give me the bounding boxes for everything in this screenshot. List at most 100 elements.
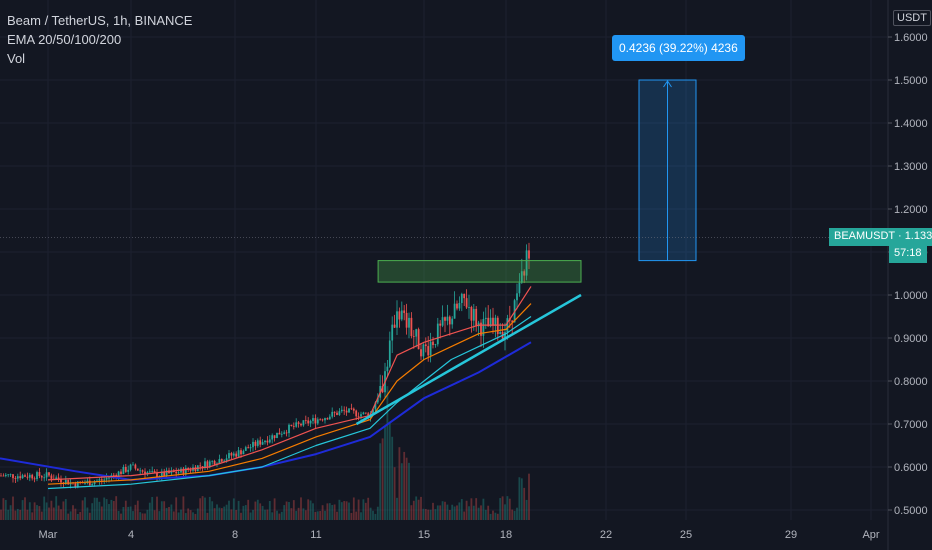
volume-bar (254, 501, 257, 520)
ema-indicator-label[interactable]: EMA 20/50/100/200 (7, 32, 122, 47)
volume-bar (355, 511, 358, 520)
time-axis-bg (0, 520, 888, 550)
volume-bar (484, 509, 487, 520)
volume-bar (331, 504, 334, 520)
volume-bar (336, 511, 338, 520)
candle-body (350, 408, 353, 410)
volume-bar (487, 505, 490, 520)
candle-body (523, 271, 526, 276)
currency-label[interactable]: USDT (893, 10, 931, 26)
volume-bar (424, 508, 427, 520)
volume-bar (326, 503, 329, 520)
ema100-line (47, 316, 532, 490)
candle-body (117, 471, 120, 478)
volume-bar (285, 501, 288, 520)
candle-body (235, 453, 238, 457)
volume-bar (448, 509, 451, 520)
time-tick-label: 4 (128, 529, 134, 541)
candle-body (391, 324, 394, 341)
grid-lines (0, 0, 888, 520)
candle-body (456, 303, 458, 309)
volume-bar (415, 496, 418, 520)
volume-bar (112, 501, 115, 520)
candle-body (468, 307, 470, 308)
time-tick-label: 22 (600, 529, 612, 541)
candle-body (247, 447, 250, 449)
volume-bar (372, 510, 374, 520)
candle-body (88, 480, 91, 486)
volume-bar (412, 500, 415, 520)
trendline[interactable] (355, 293, 582, 426)
volume-bar (280, 511, 283, 520)
volume-bar (252, 509, 254, 520)
candle-body (266, 440, 269, 443)
price-tick-label: 1.4000 (894, 118, 928, 130)
volume-bar (168, 506, 170, 520)
volume-bar (26, 509, 29, 520)
volume-bar (398, 447, 401, 520)
volume-bar (379, 443, 382, 520)
volume-bar (444, 501, 446, 520)
volume-bar (180, 509, 182, 520)
candle-body (7, 474, 10, 476)
volume-bar (141, 513, 144, 520)
candle-body (21, 475, 24, 479)
volume-bar (256, 499, 259, 520)
volume-bar (475, 498, 478, 520)
volume-bar (506, 496, 509, 520)
volume-bar (19, 509, 22, 520)
candle-body (304, 420, 307, 422)
volume-bar (295, 510, 298, 520)
volume-bar (79, 512, 82, 520)
measure-tool[interactable] (638, 79, 697, 262)
candle-body (427, 346, 430, 356)
volume-bar (386, 386, 389, 520)
candle-body (194, 467, 197, 472)
candle-body (328, 416, 331, 420)
candle-body (453, 303, 456, 319)
resistance-zone-rect (377, 260, 582, 283)
candle-body (103, 479, 106, 481)
volume-bar (187, 508, 190, 520)
volume-bar (110, 499, 113, 520)
volume-bar (96, 497, 98, 520)
candle-body (232, 453, 235, 456)
candle-body (141, 470, 144, 472)
candle-body (129, 464, 132, 470)
candle-body (511, 320, 514, 323)
resistance-zone[interactable] (377, 260, 582, 283)
candle-body (312, 418, 314, 421)
volume-bar (384, 425, 386, 520)
volume-bar (319, 511, 322, 520)
volume-bar (259, 503, 262, 520)
volume-bar (76, 513, 79, 520)
candle-body (405, 312, 408, 328)
volume-bar (208, 496, 211, 520)
candle-body (276, 432, 278, 439)
candle-body (424, 344, 427, 347)
candle-body (410, 317, 413, 337)
candle-body (160, 471, 163, 477)
volume-bar (460, 499, 463, 520)
candle-body (112, 474, 115, 476)
time-axis[interactable]: Mar 4 8 11 15 18 22 25 29 Apr (39, 529, 880, 541)
volume-bar (184, 513, 187, 520)
volume-indicator-label[interactable]: Vol (7, 51, 26, 66)
candle-body (340, 409, 343, 412)
volume-bar (0, 509, 2, 520)
volume-bar (357, 499, 360, 520)
symbol-title[interactable]: Beam / TetherUS, 1h, BINANCE (7, 13, 193, 28)
candle-body (516, 293, 518, 301)
candle-body (175, 471, 178, 474)
volume-bar (120, 513, 122, 520)
volume-bar (40, 511, 43, 520)
candle-body (268, 439, 271, 443)
volume-bar (163, 501, 166, 520)
candle-body (280, 433, 283, 435)
volume-bar (235, 509, 238, 520)
candle-body (285, 432, 288, 434)
price-tick-label: 0.5000 (894, 505, 928, 517)
volume-bar (477, 507, 480, 520)
volume-bar (405, 457, 408, 520)
